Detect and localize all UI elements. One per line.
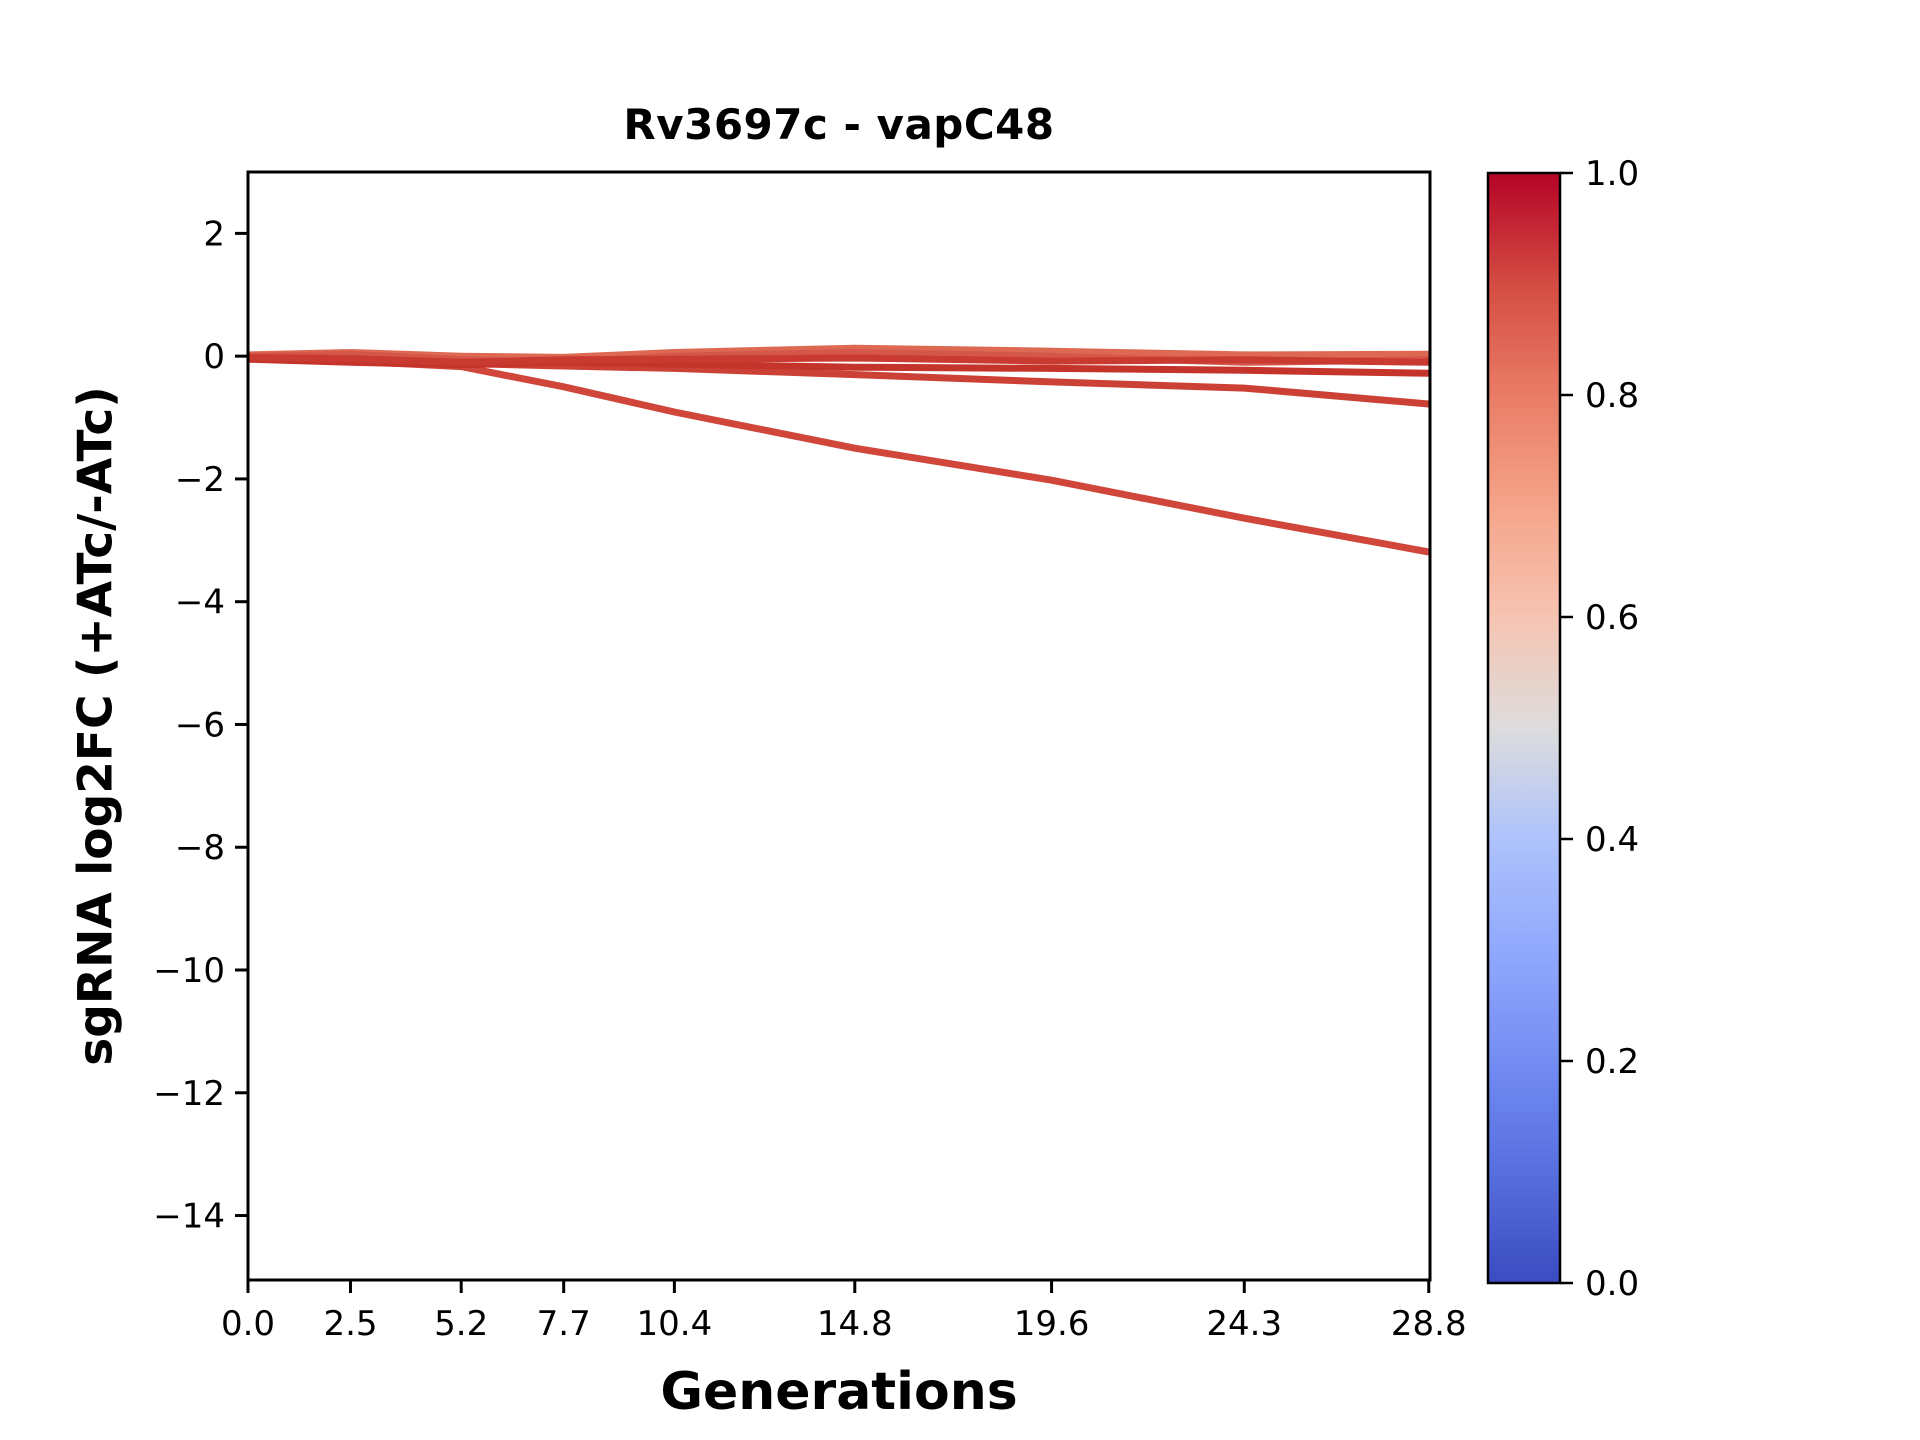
y-tick-label: −14 — [153, 1197, 225, 1237]
colorbar-tick-label: 0.8 — [1585, 376, 1639, 416]
colorbar-tick-label: 0.4 — [1585, 820, 1639, 860]
y-tick-label: −8 — [175, 828, 225, 868]
colorbar-tick-label: 0.6 — [1585, 598, 1639, 638]
y-tick-label: 2 — [203, 214, 225, 254]
colorbar-tick-label: 1.0 — [1585, 154, 1639, 194]
colorbar-tick-label: 0.2 — [1585, 1042, 1639, 1082]
y-tick-label: −2 — [175, 460, 225, 500]
x-tick-label: 0.0 — [221, 1304, 275, 1344]
x-tick-label: 2.5 — [323, 1304, 377, 1344]
y-axis-label: sgRNA log2FC (+ATc/-ATc) — [68, 386, 124, 1066]
y-tick-label: 0 — [203, 337, 225, 377]
plot-spines — [246, 170, 1432, 1282]
x-axis-label: Generations — [660, 1362, 1018, 1422]
x-tick-label: 10.4 — [637, 1304, 713, 1344]
chart-title: Rv3697c - vapC48 — [623, 100, 1055, 149]
x-tick-label: 14.8 — [817, 1304, 893, 1344]
x-tick-label: 7.7 — [537, 1304, 591, 1344]
y-tick-label: −10 — [153, 951, 225, 991]
colorbar-gradient — [1488, 173, 1560, 1283]
colorbar-outline — [1486, 171, 1562, 1285]
series-line-sgrna-6 — [247, 353, 1429, 366]
x-tick-label: 28.8 — [1391, 1304, 1467, 1344]
x-tick-label: 19.6 — [1014, 1304, 1090, 1344]
y-tick-label: −6 — [175, 705, 225, 745]
x-tick-label: 5.2 — [434, 1304, 488, 1344]
x-tick-label: 24.3 — [1206, 1304, 1282, 1344]
y-tick-label: −4 — [175, 583, 225, 623]
y-tick-label: −12 — [153, 1074, 225, 1114]
colorbar-tick-label: 0.0 — [1585, 1264, 1639, 1304]
